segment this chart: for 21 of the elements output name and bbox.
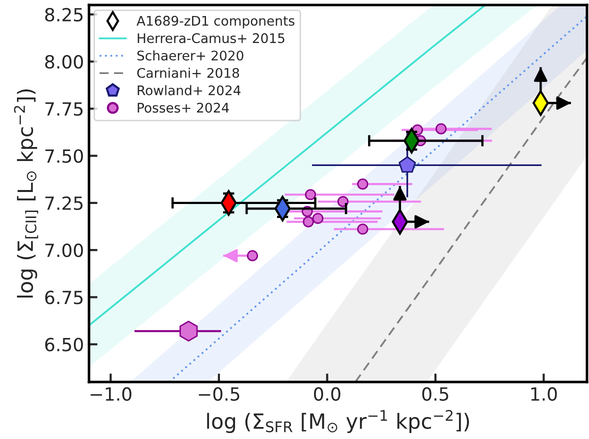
legend-label: Rowland+ 2024 xyxy=(138,85,241,96)
x-tick-label: 1.0 xyxy=(531,387,557,401)
y-tick-label: 6.50 xyxy=(45,338,83,352)
legend-label: A1689-zD1 components xyxy=(136,16,294,28)
x-tick-label: 0.5 xyxy=(422,387,448,401)
y-tick-label: 7.75 xyxy=(45,102,83,116)
legend-label: Herrera-Camus+ 2015 xyxy=(138,33,284,44)
y-tick-label: 6.75 xyxy=(45,290,83,304)
y-tick-label: 7.50 xyxy=(45,149,83,163)
legend-label: Posses+ 2024 xyxy=(138,102,229,113)
y-axis-title: log (Σ$_{[CII]}$ [L$_{⊙}$ kpc$^{−2}$]) xyxy=(14,89,38,298)
legend-label: Carniani+ 2018 xyxy=(137,68,240,78)
y-tick-label: 8.25 xyxy=(45,8,83,22)
x-tick-label: −1.0 xyxy=(90,387,132,401)
text: log (Σ$_{SFR}$ [M$_{⊙}$ yr$^{−1}$ kpc$^{−2}$]) xyxy=(207,410,469,434)
y-tick-label: 7.25 xyxy=(45,196,83,210)
x-tick-label: −0.5 xyxy=(198,387,240,401)
x-tick-label: 0.0 xyxy=(314,387,340,401)
y-tick-label: 8.00 xyxy=(45,55,83,69)
legend-label: Schaerer+ 2020 xyxy=(137,50,244,61)
y-tick-label: 7.00 xyxy=(45,244,83,258)
